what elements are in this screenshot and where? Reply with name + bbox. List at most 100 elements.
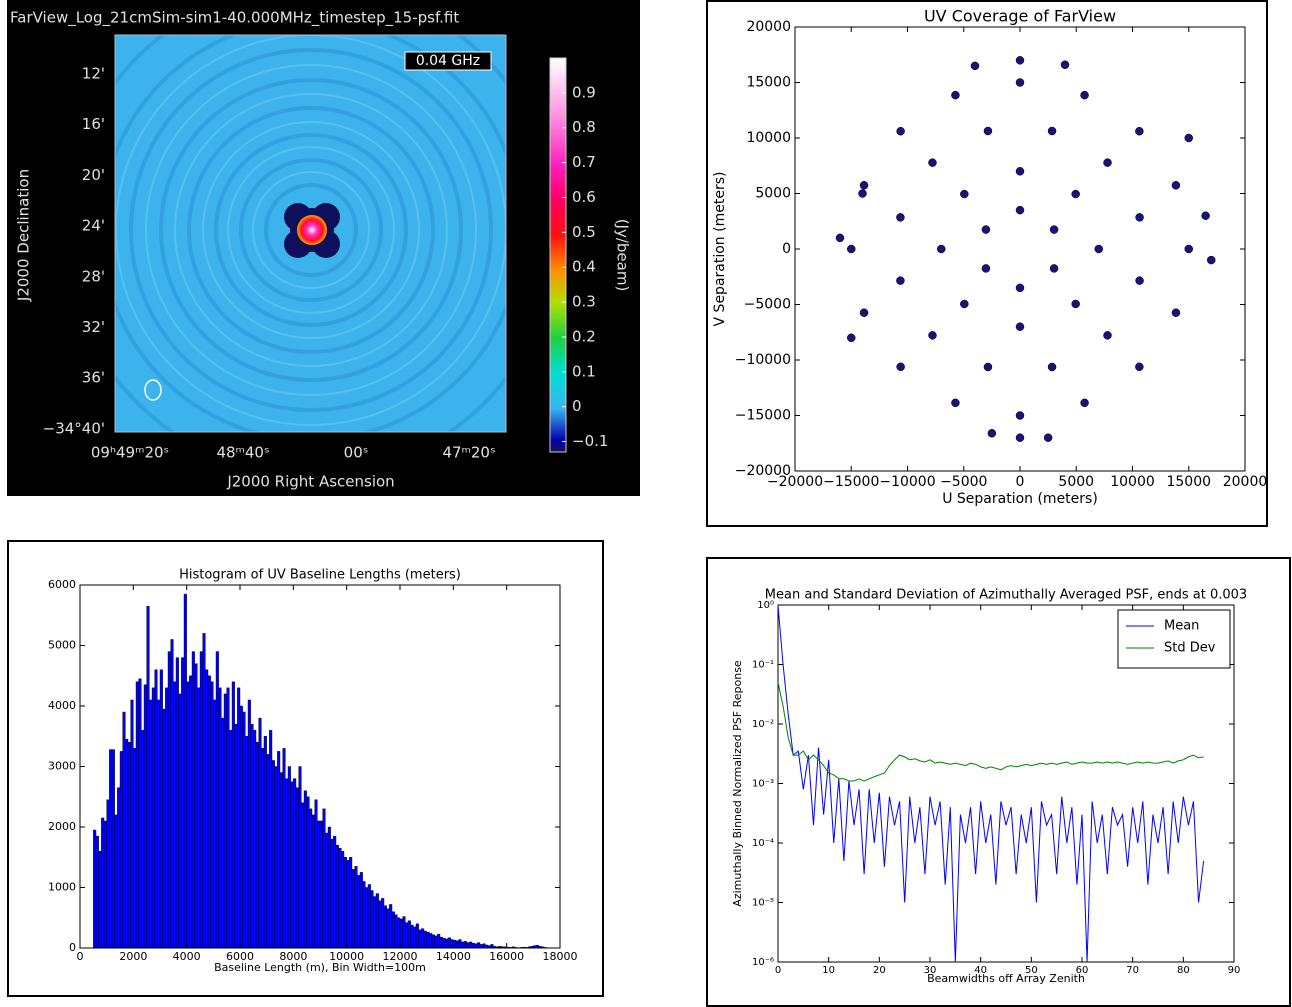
histogram-bar [295, 787, 299, 949]
uv-point [983, 362, 993, 372]
colorbar-tick-label: −0.1 [572, 432, 608, 450]
y-tick-label: 10⁻² [752, 719, 774, 730]
x-axis-label: U Separation (meters) [942, 491, 1098, 507]
histogram-bar [197, 687, 201, 949]
histogram-bar [386, 908, 390, 949]
histogram-bar [303, 790, 307, 949]
histogram-bar [421, 928, 425, 949]
histogram-bar [282, 748, 286, 949]
histogram-bar [405, 922, 409, 949]
y-tick-label: 5000 [755, 186, 791, 202]
uv-point [1184, 244, 1193, 254]
histogram-bar [335, 844, 339, 949]
colorbar-label: (Jy/beam) [614, 219, 632, 292]
uv-point [928, 331, 937, 340]
uv-point [1015, 283, 1025, 293]
histogram-bar [237, 687, 241, 949]
histogram-bar [242, 711, 246, 949]
x-axis-label: J2000 Right Ascension [226, 473, 394, 491]
y-tick-label: 4000 [48, 699, 76, 712]
histogram-bar [367, 884, 371, 949]
y-tick-label: 24' [82, 217, 105, 235]
uv-point [835, 233, 845, 243]
colorbar-tick-label: 0.4 [572, 258, 596, 276]
histogram-bar [101, 817, 105, 949]
histogram-bar [346, 860, 350, 949]
colorbar [549, 57, 567, 453]
histogram-bar [234, 723, 238, 949]
histogram-bar [434, 935, 438, 949]
histogram-bar [458, 939, 462, 949]
histogram-bar [133, 748, 137, 949]
psf-image [115, 35, 506, 432]
histogram-bar [277, 751, 281, 949]
uv-point [1015, 205, 1025, 215]
colorbar-tick-label: 0.3 [572, 293, 596, 311]
histogram-bar [362, 881, 366, 949]
uv-point [1135, 126, 1144, 136]
histogram-bar [130, 699, 134, 949]
legend-label: Std Dev [1164, 641, 1216, 656]
histogram-bar [106, 799, 110, 949]
y-tick-label: 20' [82, 166, 105, 184]
uv-point [1015, 167, 1025, 176]
uv-point [960, 189, 969, 199]
x-tick-label: 60 [1076, 965, 1089, 976]
histogram-bar [290, 781, 294, 949]
uv-point [1049, 225, 1059, 234]
y-tick-label: 10⁻⁴ [752, 838, 774, 849]
histogram-bar [178, 693, 182, 949]
histogram-bar [287, 766, 291, 949]
x-tick-label: 20 [873, 965, 886, 976]
histogram-bar [293, 778, 297, 949]
y-tick-label: −34°40' [43, 419, 105, 437]
image-title: FarView_Log_21cmSim-sim1-40.000MHz_times… [10, 9, 459, 28]
uv-point [1015, 78, 1025, 87]
y-tick-label: 10000 [746, 130, 791, 146]
histogram-bar [122, 711, 126, 949]
x-tick-label: 90 [1228, 965, 1241, 976]
uv-point [1015, 56, 1025, 65]
histogram-bar [143, 684, 147, 949]
y-tick-label: 10⁻⁶ [752, 957, 774, 968]
uv-point [1071, 189, 1080, 199]
histogram-bar [383, 905, 387, 949]
histogram-bar [141, 730, 145, 949]
colorbar-tick-label: 0.5 [572, 223, 596, 241]
uv-point [960, 299, 969, 309]
uv-point [1015, 411, 1025, 420]
histogram-bar [389, 904, 393, 949]
uv-point [896, 213, 905, 222]
histogram-bar [413, 926, 417, 949]
x-tick-label: 15000 [1166, 474, 1211, 490]
sidelobe-rings [115, 35, 506, 432]
sidelobe-rings-bright [115, 35, 506, 426]
x-tick-label: 40 [974, 965, 987, 976]
histogram-bar [279, 772, 283, 949]
y-tick-label: 0 [782, 241, 791, 257]
histogram-bar [149, 699, 153, 949]
histogram-bar [309, 808, 313, 949]
x-tick-label: 10 [822, 965, 835, 976]
histogram-bar [159, 669, 163, 949]
image-frame [114, 34, 507, 433]
x-tick-label: 80 [1177, 965, 1190, 976]
histogram-bar [338, 847, 342, 949]
uv-point [896, 126, 905, 136]
histogram-bar [125, 739, 129, 949]
histogram-bar [365, 887, 369, 949]
histogram-bar [429, 933, 433, 949]
histogram-bar [114, 814, 118, 949]
x-tick-label: 6000 [226, 950, 254, 963]
histogram-bar [455, 940, 459, 949]
y-axis-label: Azimuthally Binned Normalized PSF Repons… [731, 660, 744, 907]
histogram-bar [181, 657, 185, 949]
histogram-bar [93, 829, 97, 949]
histogram-bar [301, 802, 305, 949]
y-tick-label: 36' [82, 369, 105, 387]
histogram-bar [418, 929, 422, 949]
x-tick-label: 48ᵐ40ˢ [216, 444, 269, 462]
histogram-bar [471, 942, 475, 949]
beam-ellipse [144, 379, 162, 401]
uv-point [1135, 362, 1144, 372]
